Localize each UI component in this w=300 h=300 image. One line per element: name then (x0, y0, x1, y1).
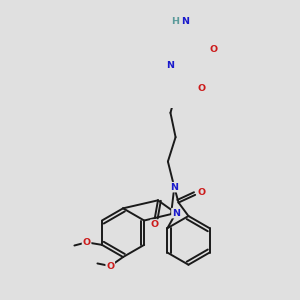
Text: O: O (197, 84, 205, 93)
Text: N: N (170, 183, 178, 192)
Text: H: H (171, 17, 179, 26)
Text: O: O (197, 188, 206, 197)
Text: O: O (210, 45, 218, 54)
Text: N: N (167, 61, 175, 70)
Text: N: N (172, 208, 180, 217)
Text: N: N (181, 17, 189, 26)
Text: O: O (151, 220, 159, 229)
Text: O: O (106, 262, 114, 271)
Text: O: O (82, 238, 91, 247)
